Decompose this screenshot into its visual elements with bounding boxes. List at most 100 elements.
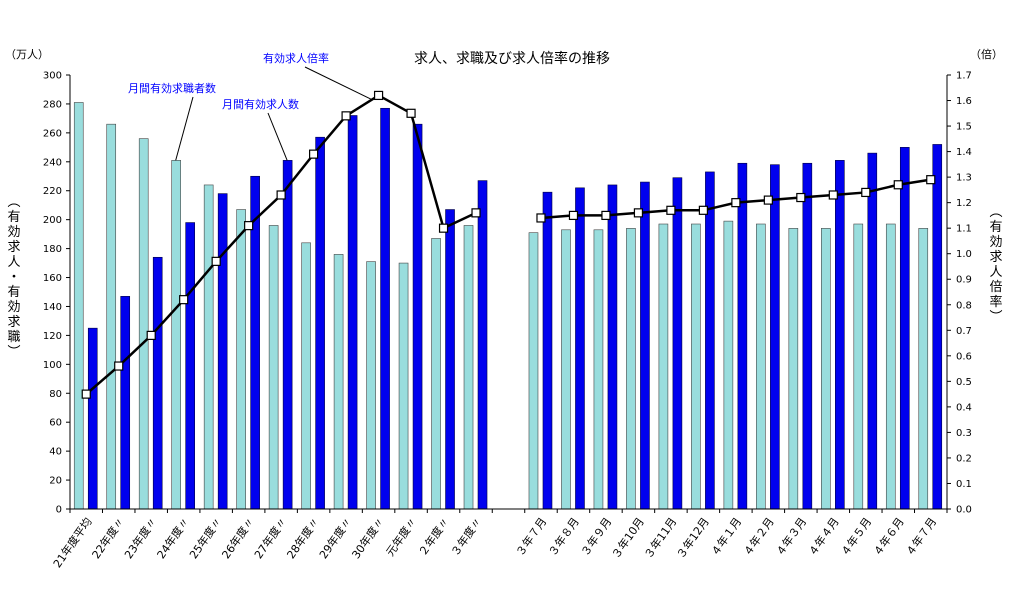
seeker-bar [723,220,734,510]
ratio-point [666,205,676,215]
left-tick-label: 100 [43,360,62,371]
offer-bar [315,136,325,510]
right-tick-label: 0.0 [956,505,972,516]
left-tick-label: 300 [43,71,62,82]
x-tick-label: ４年４月 [805,515,842,559]
left-tick-label: 180 [43,244,62,255]
left-tick-label: 240 [43,157,62,168]
right-tick-label: 0.8 [956,300,972,311]
seeker-bar [333,254,344,510]
ratio-point [471,208,481,218]
offer-bar [802,162,813,510]
seeker-bar [366,261,376,510]
ratio-point [893,180,903,190]
offer-bar [867,152,878,510]
ratio-point [244,221,254,231]
x-tick-label: 元年度〃 [383,515,420,559]
offer-bar [575,187,585,510]
x-tick-label: ４年６月 [870,515,907,559]
seeker-bar [788,228,799,510]
seeker-bar [138,138,149,510]
annotation-ratio: 有効求人倍率 [263,51,329,65]
seeker-bar [885,223,896,510]
ratio-point [731,198,741,208]
right-tick-label: 0.4 [956,402,972,413]
left-tick-label: 0 [56,505,62,516]
right-unit-label: （倍） [970,47,1003,61]
seeker-bar [691,223,701,510]
left-tick-label: 260 [43,128,62,139]
offer-bar [282,160,293,510]
left-tick-label: 220 [43,186,62,197]
seeker-bar [301,242,311,510]
right-tick-label: 0.1 [956,479,972,490]
offer-bar [737,162,748,510]
right-tick-label: 1.1 [956,224,972,235]
seeker-bar [593,229,604,510]
right-tick-label: 1.4 [956,147,972,158]
ratio-point [146,330,156,340]
x-tick-label: ２年度〃 [415,515,452,559]
ratio-point [633,208,644,218]
x-tick-label: ４年３月 [773,515,810,559]
ratio-point [341,111,351,121]
seeker-bars [73,102,929,510]
x-tick-label: 30年度〃 [349,515,387,562]
x-tick-label: ４年１月 [708,515,745,559]
x-tick-label: ３年９月 [578,515,615,559]
right-tick-label: 0.2 [956,453,972,464]
x-tick-label: ３年度〃 [448,515,485,559]
ratio-point [601,210,611,221]
x-tick-label: ４年７月 [903,515,940,559]
annotation-ratio-leader [304,66,372,100]
ratio-point [698,205,708,215]
left-axis-title: ︵有効求人・有効求職︶ [7,195,20,360]
left-tick-label: 280 [43,99,62,110]
seeker-bar [236,209,246,510]
offer-bar [835,160,845,510]
ratio-point [763,195,773,205]
ratio-point [276,190,286,200]
left-tick-label: 120 [43,331,62,342]
offer-bar [607,184,618,510]
right-tick-label: 0.5 [956,377,972,388]
offer-bar [640,181,650,510]
offer-bar [217,193,228,510]
x-tick-label: 21年度平均 [50,515,95,571]
left-tick-label: 160 [43,273,62,284]
right-tick-label: 0.7 [956,326,972,337]
ratio-point [114,361,124,371]
seeker-bar [463,225,474,510]
offer-bar [705,171,715,510]
seeker-bar [203,184,214,510]
offer-bar [87,327,98,510]
left-tick-label: 200 [43,215,62,226]
left-tick-label: 20 [49,476,62,487]
right-tick-label: 0.6 [956,351,972,362]
ratio-point [373,90,384,101]
ratio-point [81,389,91,399]
left-tick-label: 40 [49,447,62,458]
x-tick-label: ３年12月 [673,515,711,562]
seeker-bar [918,228,929,510]
seeker-bar [756,223,766,510]
right-tick-label: 1.3 [956,173,972,184]
annotation-seeker-leader [175,96,194,161]
offer-bar [185,222,195,510]
offer-bar [120,296,131,510]
ratio-point [406,108,416,118]
x-tick-label: ３年７月 [513,515,550,559]
right-tick-label: 0.3 [956,428,972,439]
ratio-point [309,149,319,159]
ratio-point [926,175,936,185]
seeker-bar [106,123,117,510]
annotation-seeker: 月間有効求職者数 [128,81,216,95]
annotation-offer: 月間有効求人数 [222,97,299,111]
seeker-bar [821,228,831,510]
offer-bar [899,147,910,510]
right-tick-label: 1.5 [956,122,972,133]
right-tick-label: 0.9 [956,275,972,286]
seeker-bar [398,262,409,510]
offer-bar [445,209,455,510]
